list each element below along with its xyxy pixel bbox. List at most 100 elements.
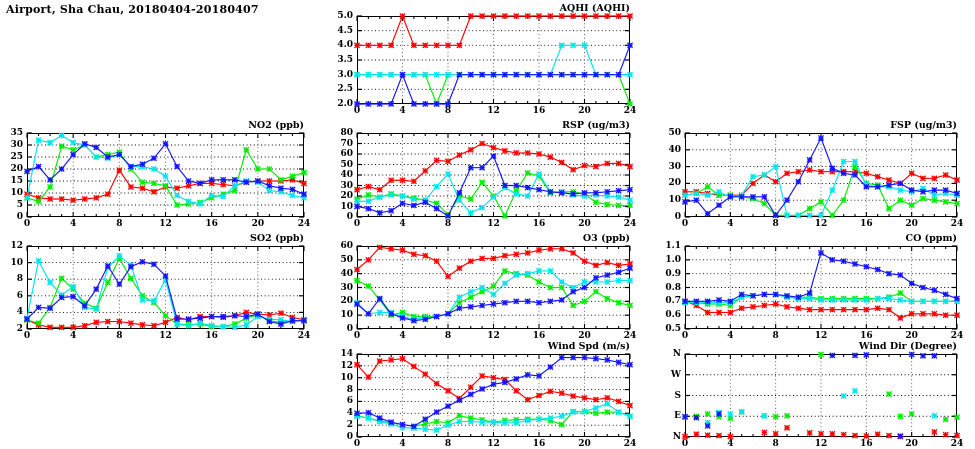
data-marker — [491, 420, 496, 425]
data-marker — [423, 200, 428, 205]
data-marker — [705, 299, 710, 304]
data-marker — [82, 303, 87, 308]
data-marker — [36, 199, 41, 204]
data-marker — [898, 188, 903, 193]
data-marker — [705, 423, 710, 428]
data-marker — [423, 253, 428, 258]
data-marker — [593, 263, 598, 268]
xtick-label-no2: 12 — [159, 219, 172, 229]
xtick-label-winddir: 0 — [682, 439, 688, 449]
ytick-label-so2: 2 — [0, 324, 23, 334]
data-marker — [864, 433, 869, 438]
data-marker — [762, 194, 767, 199]
data-marker — [105, 280, 110, 285]
data-marker — [954, 313, 959, 318]
data-marker — [71, 325, 76, 330]
data-marker — [502, 13, 507, 18]
xtick-label-rsp: 0 — [354, 219, 360, 229]
data-marker — [468, 210, 473, 215]
plot-canvas-rsp — [357, 133, 630, 217]
data-marker — [548, 13, 553, 18]
xtick-label-o3: 4 — [399, 331, 405, 341]
data-marker — [47, 325, 52, 330]
data-marker — [434, 158, 439, 163]
data-marker — [796, 295, 801, 300]
data-marker — [548, 389, 553, 394]
data-marker — [290, 318, 295, 323]
xtick-label-co: 16 — [860, 331, 873, 341]
data-marker — [559, 297, 564, 302]
data-marker — [423, 421, 428, 426]
data-marker — [943, 188, 948, 193]
data-marker — [140, 186, 145, 191]
data-marker — [514, 272, 519, 277]
data-marker — [423, 168, 428, 173]
data-marker — [434, 201, 439, 206]
data-marker — [605, 357, 610, 362]
data-marker — [750, 194, 755, 199]
data-marker — [209, 323, 214, 328]
data-marker — [762, 430, 767, 435]
data-marker — [468, 392, 473, 397]
data-marker — [232, 177, 237, 182]
data-marker — [943, 199, 948, 204]
ytick-label-co: 0.7 — [633, 296, 681, 306]
series-rsp-0 — [354, 141, 632, 192]
data-marker — [886, 296, 891, 301]
data-marker — [47, 177, 52, 182]
data-marker — [548, 155, 553, 160]
xtick-label-windspd: 20 — [578, 439, 591, 449]
data-marker — [784, 293, 789, 298]
ytick-label-windspd: 6 — [305, 396, 353, 406]
data-marker — [762, 201, 767, 206]
xtick-label-so2: 16 — [205, 331, 218, 341]
data-marker — [682, 199, 687, 204]
series-line — [357, 144, 630, 190]
data-marker — [411, 364, 416, 369]
data-marker — [244, 147, 249, 152]
data-marker — [548, 299, 553, 304]
data-marker — [117, 319, 122, 324]
data-marker — [716, 297, 721, 302]
data-marker — [773, 164, 778, 169]
data-marker — [582, 190, 587, 195]
data-marker — [278, 311, 283, 316]
data-marker — [807, 307, 812, 312]
xtick-label-o3: 20 — [578, 331, 591, 341]
data-marker — [593, 411, 598, 416]
data-marker — [875, 174, 880, 179]
data-marker — [605, 410, 610, 415]
xtick-label-no2: 20 — [252, 219, 265, 229]
data-marker — [932, 288, 937, 293]
data-marker — [943, 292, 948, 297]
data-marker — [830, 297, 835, 302]
data-marker — [221, 324, 226, 329]
xtick-label-co: 4 — [727, 331, 733, 341]
data-marker — [886, 271, 891, 276]
data-marker — [593, 397, 598, 402]
data-marker — [784, 304, 789, 309]
ytick-label-rsp: 10 — [305, 202, 353, 212]
data-marker — [909, 281, 914, 286]
plot-canvas-so2 — [27, 246, 304, 329]
data-marker — [954, 177, 959, 182]
data-marker — [82, 323, 87, 328]
data-marker — [59, 196, 64, 201]
data-marker — [377, 210, 382, 215]
data-marker — [807, 167, 812, 172]
data-marker — [163, 183, 168, 188]
data-marker — [616, 161, 621, 166]
data-marker — [491, 13, 496, 18]
data-marker — [694, 191, 699, 196]
data-marker — [536, 171, 541, 176]
data-marker — [616, 360, 621, 365]
data-marker — [278, 177, 283, 182]
data-marker — [605, 260, 610, 265]
data-marker — [548, 285, 553, 290]
ytick-label-aqhi: 4.0 — [305, 40, 353, 50]
xtick-label-co: 0 — [682, 331, 688, 341]
ytick-label-o3: 50 — [305, 255, 353, 265]
data-marker — [559, 355, 564, 360]
ytick-label-no2: 30 — [0, 140, 23, 150]
ytick-label-o3: 30 — [305, 283, 353, 293]
